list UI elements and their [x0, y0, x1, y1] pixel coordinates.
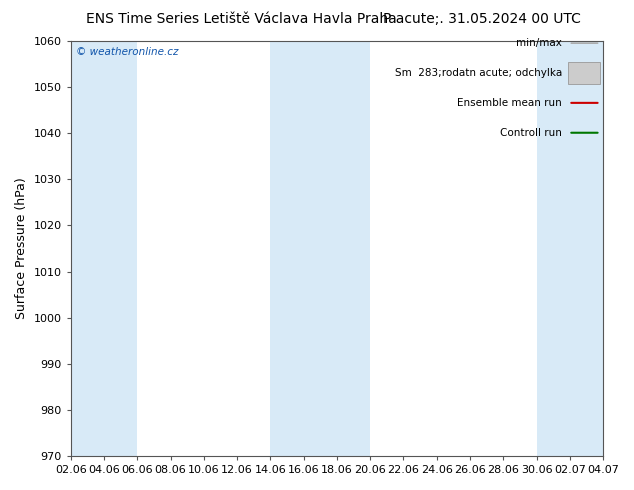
Text: Ensemble mean run: Ensemble mean run — [457, 98, 562, 108]
Bar — [536, 41, 603, 456]
Text: P acute;. 31.05.2024 00 UTC: P acute;. 31.05.2024 00 UTC — [383, 12, 581, 26]
Text: Controll run: Controll run — [500, 128, 562, 138]
Text: min/max: min/max — [516, 38, 562, 48]
Text: © weatheronline.cz: © weatheronline.cz — [76, 47, 179, 57]
Text: ENS Time Series Letiště Václava Havla Praha: ENS Time Series Letiště Václava Havla Pr… — [86, 12, 396, 26]
Y-axis label: Surface Pressure (hPa): Surface Pressure (hPa) — [15, 178, 28, 319]
Bar — [569, 62, 600, 84]
Bar — [270, 41, 370, 456]
Bar — [71, 41, 137, 456]
Text: Sm  283;rodatn acute; odchylka: Sm 283;rodatn acute; odchylka — [395, 68, 562, 78]
